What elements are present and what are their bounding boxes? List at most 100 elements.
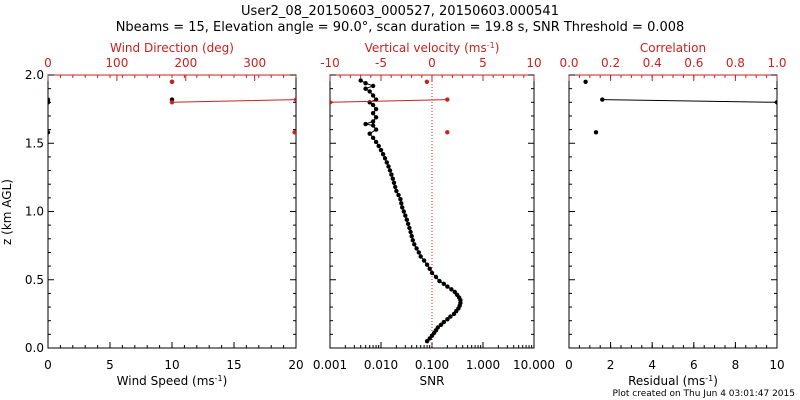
panel-1-series-0-point-34 xyxy=(408,229,413,235)
panel-1-series-1-point-1 xyxy=(445,97,450,102)
panel-0-bottom-tick-0: 0 xyxy=(44,358,52,372)
chart-subtitle: Nbeams = 15, Elevation angle = 90.0°, sc… xyxy=(116,20,685,35)
panel-1-series-0-point-71 xyxy=(363,86,368,91)
panel-1-series-0-point-53 xyxy=(380,152,386,157)
panel-0-top-axis-label: Wind Direction (deg) xyxy=(110,41,234,55)
panel-0-data xyxy=(48,79,296,135)
panel-0-series-0-point-2 xyxy=(48,130,51,135)
panel-1-series-1-point-0 xyxy=(330,100,333,105)
panel-1-series-0-point-29 xyxy=(416,250,421,255)
panel-1-series-0-point-27 xyxy=(421,258,427,263)
panel-1-series-0-point-67 xyxy=(367,100,372,105)
panel-1-series-0-point-22 xyxy=(437,278,442,284)
panel-1-series-0-point-66 xyxy=(370,102,376,108)
panel-1-top-tick-0: -10 xyxy=(320,56,340,70)
panel-1-series-0-point-73 xyxy=(363,81,368,86)
panel-1-series-0-point-39 xyxy=(401,209,406,214)
y-tick-label-0: 0.0 xyxy=(25,341,44,355)
panel-1-series-0-point-60 xyxy=(370,123,376,128)
panel-1-series-0-point-58 xyxy=(367,131,372,136)
panel-1-series-0-point-43 xyxy=(396,192,401,198)
panel-0-series-1-point-0 xyxy=(169,100,175,105)
panel-1-series-0-point-40 xyxy=(400,205,405,210)
y-tick-label-2: 1.0 xyxy=(25,205,44,219)
panel-2-top-tick-5: 1.0 xyxy=(767,56,786,70)
panel-1-series-0-point-0 xyxy=(424,339,430,344)
panel-1-bottom-tick-3: 1.000 xyxy=(466,358,500,372)
y-tick-label-3: 1.5 xyxy=(25,136,44,150)
y-tick-label-1: 0.5 xyxy=(25,273,44,287)
panel-1-top-axis-label: Vertical velocity (ms-1) xyxy=(365,41,500,55)
panel-1-series-0-point-31 xyxy=(412,242,417,247)
panel-2-data xyxy=(583,79,777,135)
panel-1-series-0-point-74 xyxy=(358,78,363,83)
panel-1-series-0-point-59 xyxy=(373,127,379,132)
panel-1-series-0-point-36 xyxy=(405,221,411,226)
panel-1-series-0-point-38 xyxy=(403,213,408,218)
y-tick-label-4: 2.0 xyxy=(25,68,44,82)
panel-0-top-tick-1: 100 xyxy=(105,56,128,70)
panel-2-top-tick-3: 0.6 xyxy=(684,56,703,70)
panel-1-series-2-point-1 xyxy=(445,130,450,135)
panel-1-series-0-point-18 xyxy=(452,289,457,295)
panel-0-bottom-tick-1: 5 xyxy=(106,358,114,372)
panel-2-series-0-point-0 xyxy=(600,97,605,102)
panel-1-series-0-point-51 xyxy=(384,160,389,165)
panel-1-series-0-point-20 xyxy=(445,284,450,289)
panel-2-top-tick-0: 0.0 xyxy=(559,56,578,70)
panel-0-series-1-line xyxy=(171,99,296,103)
panel-1-series-0-point-61 xyxy=(363,121,368,127)
panel-2-series-1-point-0 xyxy=(583,79,588,85)
panel-1-series-0-point-69 xyxy=(370,93,376,98)
footer-text: Plot created on Thu Jun 4 03:01:47 2015 xyxy=(612,389,795,399)
panel-1-series-0-line xyxy=(360,80,461,342)
panel-2-top-tick-4: 0.8 xyxy=(726,56,745,70)
panel-1-bottom-tick-2: 0.100 xyxy=(415,358,449,372)
panel-1-bottom-axis-label: SNR xyxy=(420,374,445,388)
panel-0-series-1-point-1 xyxy=(293,97,296,102)
panel-1-series-0-point-57 xyxy=(370,135,376,140)
panel-2-bottom-tick-5: 10 xyxy=(769,358,784,372)
panel-1-series-0-point-50 xyxy=(386,164,391,169)
panel-2-top-tick-2: 0.4 xyxy=(643,56,662,70)
panel-1-series-0-point-68 xyxy=(373,97,379,102)
panel-1-top-tick-3: 5 xyxy=(479,56,487,70)
panel-1-bottom-tick-1: 0.010 xyxy=(364,358,398,372)
panel-1-top-tick-4: 10 xyxy=(526,56,541,70)
panel-0-series-2-point-1 xyxy=(292,130,296,135)
panel-2-series-1-point-1 xyxy=(593,130,599,135)
panel-1-series-0-point-54 xyxy=(378,147,384,153)
panel-1-series-0-point-72 xyxy=(370,83,376,89)
panel-0-top-tick-0: 0 xyxy=(44,56,52,70)
panel-1-series-1-line xyxy=(330,99,448,103)
panel-1-series-0-point-48 xyxy=(389,172,394,177)
panel-1-series-0-point-23 xyxy=(433,274,439,280)
panel-1-series-0-point-46 xyxy=(391,180,397,185)
panel-1-series-0-point-37 xyxy=(404,217,409,222)
panel-1-series-0-point-19 xyxy=(449,287,454,292)
panel-0-bottom-axis-label: Wind Speed (ms-1) xyxy=(117,374,228,388)
panel-1-series-0-point-62 xyxy=(370,119,376,124)
panel-1-series-0-point-45 xyxy=(393,184,398,190)
panel-1-series-0-point-70 xyxy=(367,89,372,94)
panel-1-series-0-point-21 xyxy=(441,281,446,286)
panel-2-top-tick-1: 0.2 xyxy=(601,56,620,70)
panel-1-series-0-point-32 xyxy=(410,238,415,243)
panel-0-top-tick-3: 300 xyxy=(243,56,266,70)
panel-1-bottom-tick-4: 10.000 xyxy=(513,358,555,372)
panel-2-bottom-tick-2: 4 xyxy=(648,358,656,372)
panel-0-bottom-tick-3: 15 xyxy=(226,358,241,372)
panel-1-series-0-point-33 xyxy=(409,233,414,239)
panel-2-bottom-axis-label: Residual (ms-1) xyxy=(628,374,718,388)
panel-0-series-2-point-0 xyxy=(169,79,175,85)
panel-1-series-0-point-55 xyxy=(376,143,381,149)
panel-1-series-0-point-7 xyxy=(441,319,446,325)
panel-1-series-0-point-49 xyxy=(387,168,393,173)
panel-1-data xyxy=(330,78,463,344)
panel-2-top-axis-label: Correlation xyxy=(640,41,706,55)
panel-2-bottom-tick-3: 6 xyxy=(690,358,698,372)
panel-0-bottom-tick-4: 20 xyxy=(288,358,303,372)
panel-1-top-tick-2: 0 xyxy=(428,56,436,70)
panel-1-series-0-point-26 xyxy=(424,262,430,267)
panel-1-series-0-point-56 xyxy=(373,139,379,145)
